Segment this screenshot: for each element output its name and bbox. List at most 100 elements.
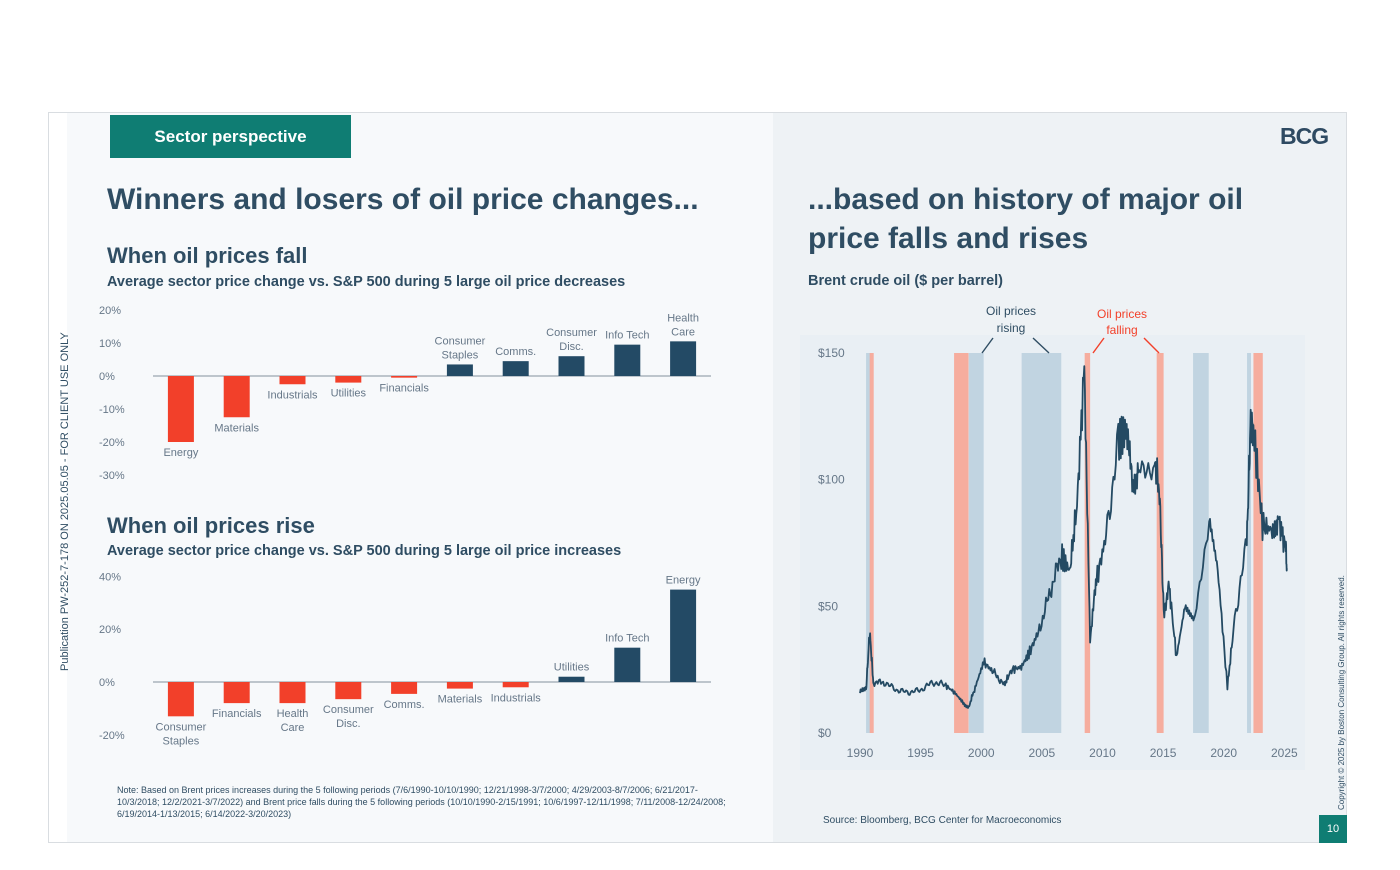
fall-bar-chart: 20% 10% 0% -10% -20% -30% Energy Materials Indus… <box>99 305 711 482</box>
rise-bar-label: Health <box>277 708 309 720</box>
fall-bar-label: Energy <box>163 447 198 459</box>
rising-period-band <box>1193 353 1209 733</box>
rise-bar <box>279 682 306 704</box>
page-number: 10 <box>1319 815 1347 843</box>
fall-bar-label: Comms. <box>495 346 536 358</box>
fall-bar <box>558 356 585 376</box>
falling-period-band <box>1253 353 1263 733</box>
bcg-logo: BCG <box>1280 123 1329 149</box>
brent-ytick: $0 <box>818 726 832 740</box>
fall-bar-label: Industrials <box>267 389 318 401</box>
footnote: Note: Based on Brent prices increases du… <box>117 785 726 819</box>
brent-xtick: 2015 <box>1150 746 1177 760</box>
rise-ytick: 0% <box>99 677 115 689</box>
falling-annotation: falling <box>1106 323 1137 337</box>
brent-xtick: 2010 <box>1089 746 1116 760</box>
falling-pointer <box>1143 337 1160 354</box>
rise-bar-label: Energy <box>666 575 701 587</box>
brent-ytick: $100 <box>818 473 845 487</box>
fall-bar-label: Info Tech <box>605 330 649 342</box>
rise-bar <box>670 589 697 682</box>
fall-heading: When oil prices fall <box>107 243 308 268</box>
brent-xtick: 1995 <box>907 746 934 760</box>
rise-bar-label: Consumer <box>156 721 207 733</box>
fall-ytick: 10% <box>99 338 121 350</box>
fall-bar-label: Materials <box>214 422 259 434</box>
rise-bar <box>502 682 529 688</box>
rise-bar-chart: 40% 20% 0% -20% Consumer Staples Financials Hea… <box>99 571 711 747</box>
brent-line-chart: $150 $100 $50 $0 1990 1995 2000 2005 2010 2015 202… <box>800 304 1305 770</box>
rise-bar <box>223 682 250 704</box>
fall-bar <box>279 376 306 385</box>
copyright-side-label: Copyright © 2025 by Boston Consulting Gr… <box>1337 575 1346 810</box>
brent-xtick: 2020 <box>1210 746 1237 760</box>
rise-bar <box>391 682 418 694</box>
brent-xtick: 2005 <box>1029 746 1056 760</box>
rise-bar <box>335 682 362 700</box>
source-note: Source: Bloomberg, BCG Center for Macroe… <box>823 815 1062 826</box>
fall-bar <box>502 361 529 376</box>
fall-ytick: 0% <box>99 371 115 383</box>
rising-annotation: rising <box>997 321 1026 335</box>
rise-bar-label: Utilities <box>554 662 590 674</box>
fall-bar-label: Consumer <box>546 327 597 339</box>
brent-xtick: 2025 <box>1271 746 1298 760</box>
left-panel <box>67 113 773 842</box>
right-title-line1: ...based on history of major oil <box>808 183 1244 216</box>
rising-period-band <box>1247 353 1252 733</box>
brent-xtick: 2000 <box>968 746 995 760</box>
rising-period-band <box>968 353 984 733</box>
rise-bar <box>558 676 585 682</box>
fall-ytick: -20% <box>99 437 125 449</box>
rise-ytick: -20% <box>99 730 125 742</box>
brent-ytick: $150 <box>818 346 845 360</box>
falling-pointer <box>1092 337 1105 354</box>
fall-bar-label: Financials <box>379 383 429 395</box>
rise-subtitle: Average sector price change vs. S&P 500 … <box>107 543 622 559</box>
rise-bar-label: Disc. <box>336 718 360 730</box>
fall-bar <box>670 341 697 376</box>
rise-bar <box>446 682 473 689</box>
falling-period-band <box>1156 353 1164 733</box>
fall-bar <box>335 376 362 383</box>
rise-bar-label: Care <box>281 722 305 734</box>
fall-bar-label: Staples <box>442 349 479 361</box>
fall-bar <box>446 364 473 376</box>
rise-bar-label: Financials <box>212 708 262 720</box>
rise-heading: When oil prices rise <box>107 513 315 538</box>
rise-bar <box>614 647 641 682</box>
rise-bar-label: Industrials <box>491 692 542 704</box>
falling-period-band <box>954 353 969 733</box>
rise-bar-label: Consumer <box>323 704 374 716</box>
fall-subtitle: Average sector price change vs. S&P 500 … <box>107 274 626 290</box>
rising-annotation: Oil prices <box>986 304 1036 318</box>
section-tag: Sector perspective <box>110 115 351 158</box>
right-title-line2: price falls and rises <box>808 222 1089 255</box>
rise-bar-label: Materials <box>438 694 483 706</box>
left-title: Winners and losers of oil price changes.… <box>107 183 699 216</box>
brent-subtitle: Brent crude oil ($ per barrel) <box>808 273 1003 289</box>
fall-bar-label: Health <box>667 312 699 324</box>
falling-annotation: Oil prices <box>1097 307 1147 321</box>
falling-period-band <box>869 353 874 733</box>
rise-bar-label: Comms. <box>384 699 425 711</box>
fall-ytick: -30% <box>99 470 125 482</box>
publication-side-label: Publication PW-252-7-178 ON 2025.05.05 -… <box>59 332 71 671</box>
brent-price-line <box>859 365 1288 709</box>
rising-pointer <box>981 337 994 354</box>
rising-period-band <box>866 353 871 733</box>
fall-bar-label: Utilities <box>331 388 367 400</box>
rise-bar <box>167 682 194 717</box>
fall-bar-label: Consumer <box>435 335 486 347</box>
fall-ytick: 20% <box>99 305 121 317</box>
rising-period-band <box>1021 353 1062 733</box>
fall-bar-label: Disc. <box>559 341 583 353</box>
fall-bar <box>167 376 194 442</box>
brent-xtick: 1990 <box>847 746 874 760</box>
fall-bar <box>391 376 418 378</box>
brent-ytick: $50 <box>818 599 838 613</box>
fall-bar-label: Care <box>671 326 695 338</box>
fall-bar <box>223 376 250 418</box>
fall-bar <box>614 344 641 376</box>
rising-pointer <box>1032 337 1050 354</box>
